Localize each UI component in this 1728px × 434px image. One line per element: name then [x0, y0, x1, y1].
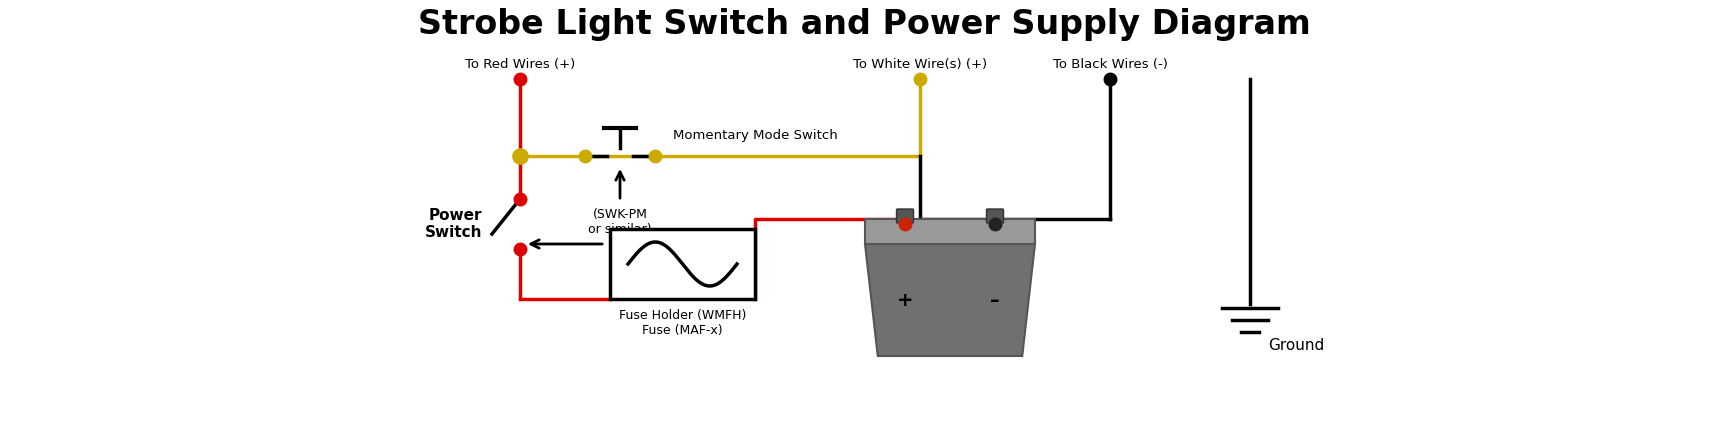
Text: To Black Wires (-): To Black Wires (-) — [1052, 58, 1168, 71]
Text: To Red Wires (+): To Red Wires (+) — [465, 58, 575, 71]
FancyBboxPatch shape — [897, 209, 914, 223]
Text: To White Wire(s) (+): To White Wire(s) (+) — [854, 58, 987, 71]
Text: –: – — [990, 290, 1001, 309]
Text: Fuse Holder (WMFH)
Fuse (MAF-x): Fuse Holder (WMFH) Fuse (MAF-x) — [619, 309, 746, 337]
Text: (SWK-PM
or similar): (SWK-PM or similar) — [588, 208, 651, 236]
Text: Strobe Light Switch and Power Supply Diagram: Strobe Light Switch and Power Supply Dia… — [418, 7, 1310, 40]
Text: Momentary Mode Switch: Momentary Mode Switch — [672, 129, 838, 142]
Polygon shape — [866, 219, 1035, 244]
Text: +: + — [897, 290, 914, 309]
Polygon shape — [866, 244, 1035, 356]
Text: Ground: Ground — [1268, 338, 1324, 353]
Text: Power
Switch: Power Switch — [425, 208, 482, 240]
Bar — [610, 229, 755, 299]
FancyBboxPatch shape — [987, 209, 1004, 223]
